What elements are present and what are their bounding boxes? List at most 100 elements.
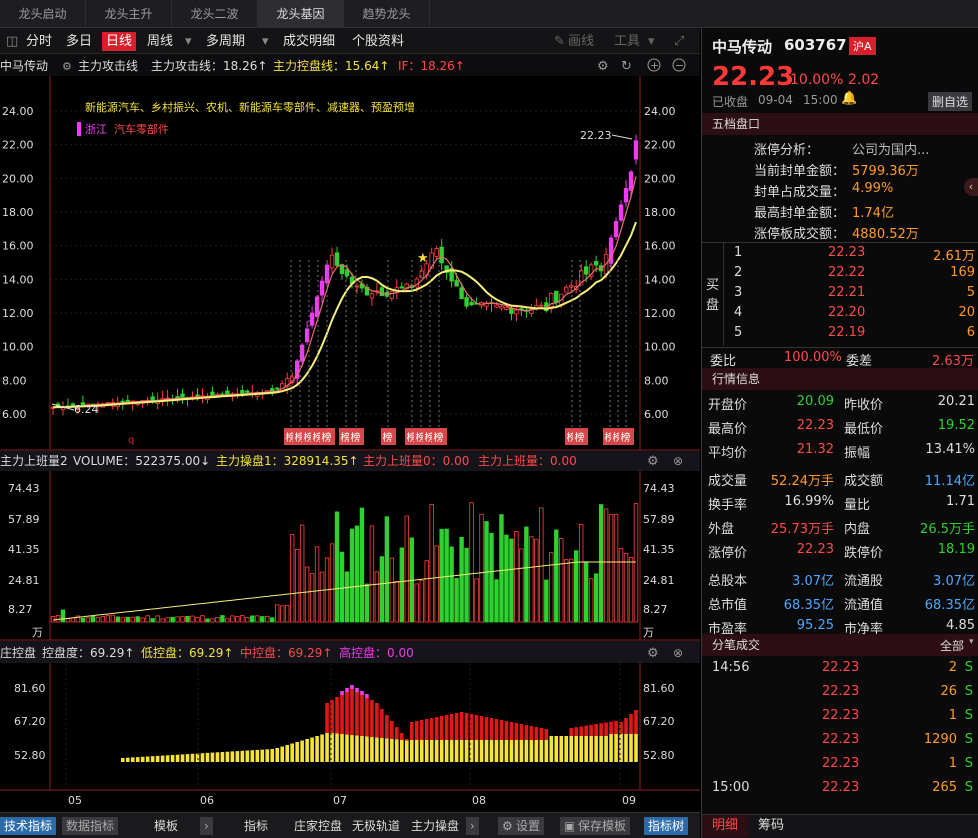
- ctl-low-bar: [499, 740, 504, 762]
- quote-value: 1.71: [946, 494, 975, 509]
- chips-tab[interactable]: 筹码: [757, 818, 784, 833]
- data-indicator-tab[interactable]: 数据指标: [62, 817, 119, 835]
- buy-side-label: 买盘: [706, 278, 720, 313]
- ctl-low-bar: [335, 733, 339, 762]
- tab-longtou-jiyin[interactable]: 龙头基因: [258, 0, 344, 28]
- add-icon[interactable]: [647, 58, 661, 72]
- chevron-right-icon[interactable]: ›: [200, 817, 213, 835]
- dragon-list-badge[interactable]: [432, 428, 447, 445]
- diff-label: 委差: [846, 354, 873, 369]
- stock-chart[interactable]: 中马传动 ⚙ 主力攻击线 主力攻击线：18.26↑ 主力控盘线：15.64↑ I…: [0, 54, 700, 812]
- draw-line-button[interactable]: 画线: [568, 34, 595, 49]
- badge-text: 榜: [341, 431, 351, 444]
- period-fenshi[interactable]: 分时: [26, 34, 53, 49]
- vol-indicator-name[interactable]: 主力上班量2: [0, 454, 68, 468]
- ctl-indicator-name[interactable]: 庄控盘: [0, 645, 36, 660]
- dragon-list-badge[interactable]: [619, 428, 634, 445]
- volume-bar: [235, 616, 240, 623]
- trade-detail-button[interactable]: 成交明细: [283, 34, 336, 49]
- back-icon[interactable]: ◫: [6, 34, 19, 49]
- volume-bar: [60, 609, 66, 623]
- stock-info-button[interactable]: 个股资料: [352, 34, 405, 49]
- ctl-mid-bar: [330, 700, 334, 733]
- price-tick-left: 16.00: [2, 240, 34, 253]
- ctl-low-bar: [230, 751, 235, 762]
- zl-indicator[interactable]: 主力操盘: [411, 819, 460, 833]
- ctl-low-bar: [454, 740, 459, 762]
- indicator-button[interactable]: 指标: [244, 819, 269, 833]
- tab-qushi-longtou[interactable]: 趋势龙头: [344, 0, 430, 28]
- quote-value: 25.73万手: [770, 522, 834, 537]
- gear-icon[interactable]: ⚙: [597, 59, 609, 74]
- ctl-mid-bar: [544, 729, 549, 740]
- main-indicator-name[interactable]: 主力攻击线: [78, 59, 138, 73]
- ctl-low-bar: [200, 753, 205, 762]
- period-rixian[interactable]: 日线: [102, 32, 137, 51]
- volume-bar: [374, 571, 380, 623]
- dragon-list-badge[interactable]: [381, 428, 396, 445]
- dragon-list-badge[interactable]: [320, 428, 335, 445]
- wj-indicator[interactable]: 无极轨道: [352, 819, 401, 833]
- ctl-low-bar: [489, 740, 494, 762]
- close-icon[interactable]: ⊗: [673, 646, 683, 660]
- ratio-value: 100.00%: [784, 350, 842, 365]
- gear-icon[interactable]: ⚙: [647, 646, 659, 661]
- remove-watchlist-button[interactable]: 删自选: [928, 92, 973, 111]
- ctl-low-bar: [370, 737, 374, 762]
- volume-bar: [389, 557, 395, 623]
- tab-longtou-qidong[interactable]: 龙头启动: [0, 0, 86, 28]
- bid-level: 2: [734, 265, 743, 280]
- ctl-mid-bar: [464, 713, 469, 740]
- period-duozhouqi[interactable]: 多周期: [206, 34, 246, 49]
- indicator-tree-button[interactable]: 指标树: [644, 817, 689, 835]
- tab-longtou-zhusheng[interactable]: 龙头主升: [86, 0, 172, 28]
- ctl-low-bar: [265, 749, 270, 762]
- chevron-down-icon[interactable]: ▾: [262, 34, 269, 49]
- tools-button[interactable]: 工具: [614, 34, 641, 49]
- chevron-down-icon[interactable]: ▾: [648, 34, 655, 49]
- volume-bar: [220, 615, 225, 623]
- limit-info-value: 4.99%: [852, 181, 894, 196]
- bell-icon[interactable]: 🔔: [841, 91, 858, 106]
- dragon-list-badge[interactable]: [349, 428, 364, 445]
- collapse-left-icon[interactable]: ‹: [964, 178, 978, 196]
- ctl-low-bar: [624, 734, 628, 762]
- gear-icon[interactable]: ⚙: [647, 454, 659, 469]
- ctl-mid-bar: [489, 718, 494, 740]
- ctl-low-bar: [429, 740, 434, 762]
- ctl-mid-bar: [624, 718, 628, 734]
- settings-gear-icon[interactable]: ⚙: [62, 60, 72, 73]
- tech-indicator-tab[interactable]: 技术指标: [0, 817, 57, 835]
- detail-tab[interactable]: 明细: [702, 815, 748, 837]
- tab-longtou-erbo[interactable]: 龙头二波: [172, 0, 258, 28]
- quote-label: 流通股: [844, 574, 884, 589]
- close-icon[interactable]: ⊗: [673, 454, 683, 468]
- fullscreen-icon[interactable]: ⤢: [674, 34, 685, 49]
- save-template-button[interactable]: 保存模板: [574, 817, 631, 835]
- ctl-low-bar: [350, 735, 354, 762]
- refresh-icon[interactable]: ↻: [621, 59, 632, 74]
- dragon-list-badge[interactable]: [573, 428, 588, 445]
- pencil-icon[interactable]: ✎: [554, 34, 565, 49]
- ctl-low-bar: [464, 740, 469, 762]
- ctl-low-bar: [225, 751, 230, 762]
- quote-value: 11.14亿: [924, 474, 975, 489]
- chevron-down-icon[interactable]: ▾: [185, 34, 192, 49]
- ctl-mid-bar: [419, 720, 424, 740]
- template-button[interactable]: 模板: [154, 819, 179, 833]
- chevron-down-icon[interactable]: ▾: [969, 637, 974, 647]
- minus-icon[interactable]: [672, 58, 686, 72]
- candle: [379, 287, 385, 297]
- period-duori[interactable]: 多日: [66, 34, 93, 49]
- quote-value: 20.21: [937, 394, 975, 409]
- volume-bar: [469, 502, 474, 623]
- ticks-filter[interactable]: 全部: [940, 639, 965, 653]
- period-zhouxian[interactable]: 周线: [147, 34, 174, 49]
- chevron-right-icon[interactable]: ›: [466, 817, 479, 835]
- volume-bar: [115, 616, 120, 623]
- ctl-mid-bar: [569, 728, 574, 736]
- zk-indicator[interactable]: 庄家控盘: [294, 819, 343, 833]
- candle: [613, 221, 619, 238]
- marker-q: q: [128, 435, 134, 446]
- settings-button[interactable]: 设置: [512, 817, 545, 835]
